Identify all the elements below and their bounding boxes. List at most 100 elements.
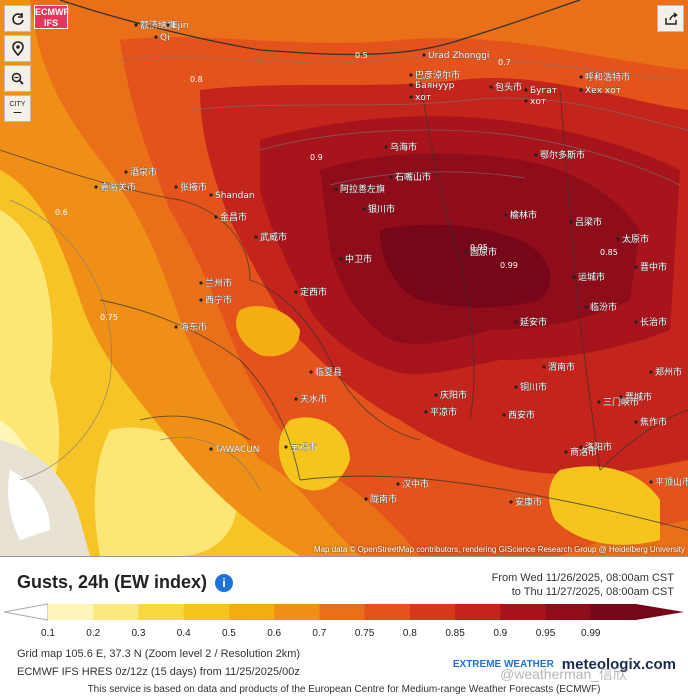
city-label: 延安市	[520, 316, 547, 328]
legend-title: Gusts, 24h (EW index)	[17, 572, 208, 592]
city-dot	[389, 175, 393, 179]
scale-swatch	[455, 604, 501, 620]
contour-label: 0.6	[55, 208, 68, 217]
scale-tick-label: 0.8	[403, 628, 417, 639]
city-dot	[634, 420, 638, 424]
city-dot	[597, 400, 601, 404]
scale-tick-label: 0.4	[177, 628, 191, 639]
ecmwf-ifs-badge: ECMWF IFS	[34, 5, 69, 29]
city-dot	[509, 500, 513, 504]
disclaimer: This service is based on data and produc…	[87, 684, 601, 695]
city-dot	[616, 237, 620, 241]
map-attribution[interactable]: Map data © OpenStreetMap contributors, r…	[313, 545, 685, 554]
city-dot	[514, 320, 518, 324]
national-border	[59, 0, 581, 56]
city-label: 晋中市	[640, 261, 667, 273]
scale-swatch	[228, 604, 275, 620]
city-dot	[199, 281, 203, 285]
city-label: хот	[530, 97, 546, 107]
city-dot	[584, 305, 588, 309]
city-label: 西宁市	[205, 294, 232, 306]
city-dot	[339, 257, 343, 261]
city-dot	[464, 250, 468, 254]
city-label: 汉中市	[402, 478, 429, 490]
extreme-weather-logo: EXTREME WEATHER	[452, 659, 554, 670]
time-from: From Wed 11/26/2025, 08:00am CST	[491, 572, 674, 584]
scale-tick-label: 0.75	[355, 628, 375, 639]
city-dot	[579, 445, 583, 449]
contour-label: 0.95	[470, 243, 488, 252]
city-label: 吕梁市	[575, 216, 602, 228]
city-toggle-label: CITY	[9, 100, 26, 108]
city-label: 张掖市	[180, 181, 207, 193]
city-toggle-button[interactable]: CITY	[4, 95, 31, 122]
city-label: 三门峡市	[603, 396, 639, 408]
scale-swatch	[500, 604, 547, 620]
city-label: 天水市	[300, 393, 327, 405]
city-label: 额济纳旗	[140, 19, 176, 31]
city-label: 兰州市	[205, 277, 232, 289]
contour-labels: 0.5 0.7 0.8 0.9 0.95 0.99 0.6 0.75 0.85	[55, 51, 618, 322]
city-dot	[489, 85, 493, 89]
city-label: 乌海市	[390, 141, 417, 153]
city-label: TAWACUN	[214, 445, 259, 455]
city-label: 临夏县	[315, 366, 342, 378]
scale-tick-label: 0.5	[222, 628, 236, 639]
refresh-button[interactable]	[4, 5, 31, 32]
city-label: 运城市	[578, 271, 605, 283]
city-dot	[174, 325, 178, 329]
city-label: 平凉市	[430, 406, 457, 418]
city-dot	[409, 95, 413, 99]
city-dot	[422, 53, 426, 57]
city-dot	[334, 187, 338, 191]
city-dot	[254, 235, 258, 239]
city-dot	[534, 153, 538, 157]
city-label: 金昌市	[220, 211, 247, 223]
city-label: 酒泉市	[130, 166, 157, 178]
city-dot	[514, 385, 518, 389]
city-dot	[649, 480, 653, 484]
zoom-icon	[11, 72, 24, 85]
city-label: Бугат	[530, 86, 557, 96]
color-scale-bar: 0.1 0.2 0.3 0.4 0.5 0.6 0.7 0.75 0.8 0.85 0.9 0.95 0…	[3, 603, 684, 639]
city-dot	[634, 320, 638, 324]
city-dot	[384, 145, 388, 149]
city-dot	[166, 23, 170, 27]
city-dot	[284, 445, 288, 449]
city-dot	[619, 395, 623, 399]
scale-swatch	[48, 604, 94, 620]
scale-swatch	[545, 604, 592, 620]
scale-swatch	[364, 604, 411, 620]
forecast-map[interactable]: 额济纳旗 Ejin Qi Urad Zhonggi 巴彦淖尔市 Баянуур хот 包头市…	[0, 0, 688, 557]
locate-button[interactable]	[4, 35, 31, 62]
city-dot	[572, 275, 576, 279]
city-label: 太原市	[622, 233, 649, 245]
contour-label: 0.9	[310, 153, 323, 162]
share-button[interactable]	[657, 5, 684, 32]
city-dot	[362, 207, 366, 211]
city-label: Баянуур	[415, 81, 455, 91]
info-icon[interactable]: i	[215, 573, 234, 592]
city-dot	[294, 397, 298, 401]
city-dot	[154, 35, 158, 39]
city-dot	[524, 88, 528, 92]
city-dot	[134, 23, 138, 27]
city-label: 晋城市	[625, 391, 652, 403]
brand-line-2: IFS	[43, 18, 58, 28]
city-label: 呼和浩特市	[585, 71, 630, 83]
city-label: 焦作市	[640, 416, 667, 428]
meteologix-logo[interactable]: meteologix.com	[561, 656, 676, 673]
refresh-icon	[11, 12, 24, 25]
city-label: хот	[415, 93, 431, 103]
city-label: 庆阳市	[440, 389, 467, 401]
city-label: 定西市	[300, 286, 327, 298]
zoom-button[interactable]	[4, 65, 31, 92]
city-label: 嘉峪关市	[100, 181, 136, 193]
scale-swatch	[590, 604, 637, 620]
city-dot	[214, 215, 218, 219]
city-label: 商洛市	[570, 446, 597, 458]
city-dot	[569, 220, 573, 224]
contour-label: 0.8	[190, 75, 203, 84]
scale-tick-label: 0.9	[493, 628, 507, 639]
city-label: 巴彦淖尔市	[415, 69, 460, 81]
